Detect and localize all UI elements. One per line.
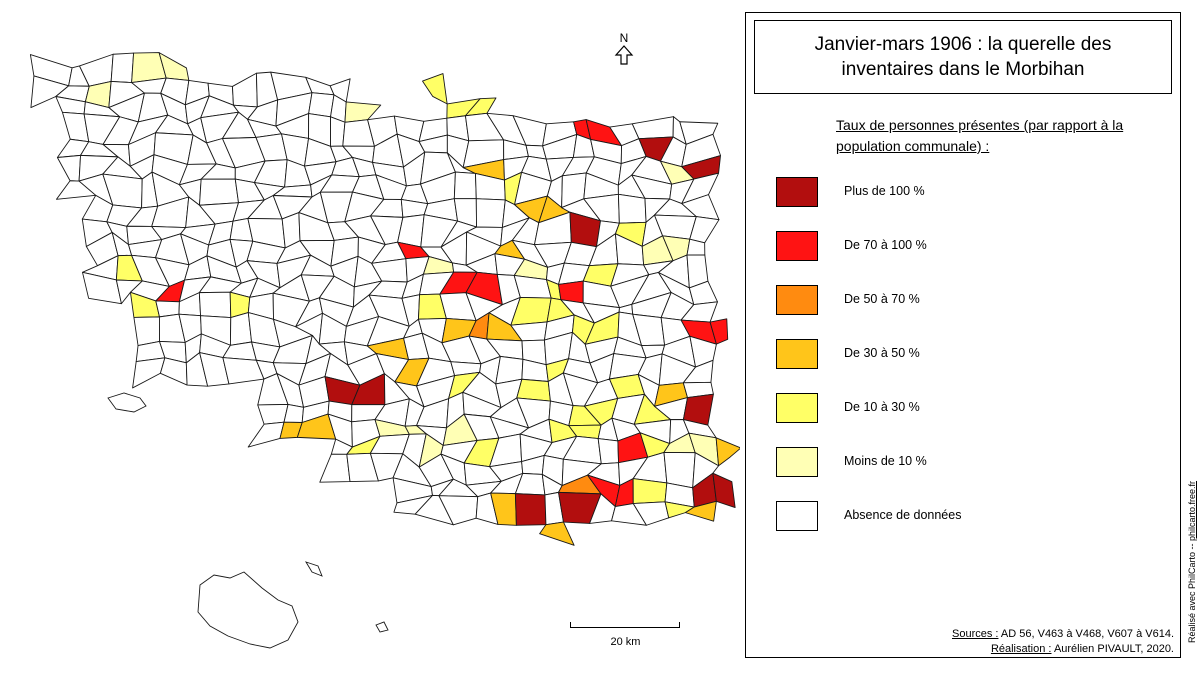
commune (232, 72, 258, 108)
commune (453, 171, 477, 200)
vertical-credit: Réalisé avec PhilCarto -- philcarto.free… (1187, 462, 1197, 662)
scale-line (570, 622, 680, 628)
commune (631, 116, 674, 140)
commune (132, 357, 166, 389)
sources-value: AD 56, V463 à V468, V607 à V614. (1000, 628, 1174, 640)
title-box: Janvier-mars 1906 : la querelle des inve… (754, 20, 1172, 94)
legend-item: Moins de 10 % (776, 447, 1156, 481)
north-arrow: N (612, 32, 636, 71)
legend-label: De 50 à 70 % (844, 292, 920, 306)
realisation-line: Réalisation : Aurélien PIVAULT, 2020. (952, 642, 1174, 657)
legend-swatch (776, 339, 818, 369)
realisation-key: Réalisation : (990, 643, 1052, 655)
legend-label: De 10 à 30 % (844, 400, 920, 414)
commune (709, 318, 729, 345)
morbihan-commune-map (29, 52, 740, 649)
sources-key: Sources : (952, 628, 999, 640)
map-area: N 20 km (29, 32, 740, 652)
commune (257, 404, 289, 425)
commune (516, 378, 551, 402)
commune (514, 493, 547, 526)
legend-swatch (776, 393, 818, 423)
commune (199, 178, 239, 206)
north-arrow-icon (614, 45, 634, 65)
quiberon-islet (304, 561, 323, 577)
belle-ile (197, 571, 299, 649)
vertical-credit-text: Réalisé avec PhilCarto -- philcarto.free… (1187, 462, 1197, 662)
commune (539, 521, 575, 546)
commune (715, 437, 740, 467)
commune (56, 154, 81, 182)
commune (597, 438, 619, 465)
legend-item: De 50 à 70 % (776, 285, 1156, 319)
legend-swatch (776, 231, 818, 261)
scale-label: 20 km (610, 636, 641, 648)
scale-bar: 20 km (568, 622, 683, 652)
legend-item: De 30 à 50 % (776, 339, 1156, 373)
philcarto-link[interactable]: philcarto.free.fr (1187, 480, 1197, 541)
commune (247, 421, 285, 448)
legend-label: Plus de 100 % (844, 184, 925, 198)
legend-label: Absence de données (844, 508, 962, 522)
map-title: Janvier-mars 1906 : la querelle des inve… (814, 34, 1112, 80)
commune (632, 478, 668, 504)
commune (110, 52, 135, 84)
legend-label: De 30 à 50 % (844, 346, 920, 360)
legend-swatch (776, 447, 818, 477)
legend-swatch (776, 501, 818, 531)
sources-line: Sources : AD 56, V463 à V468, V607 à V61… (952, 627, 1174, 642)
commune (475, 198, 506, 228)
houat-islet (375, 621, 389, 633)
ile-de-groix (107, 392, 147, 413)
north-label: N (619, 31, 629, 45)
legend-swatch (776, 177, 818, 207)
legend-panel: Janvier-mars 1906 : la querelle des inve… (745, 12, 1181, 658)
commune (663, 451, 696, 489)
legend-label: Moins de 10 % (844, 454, 927, 468)
legend-swatch (776, 285, 818, 315)
credits: Sources : AD 56, V463 à V468, V607 à V61… (952, 627, 1174, 657)
legend-item: Absence de données (776, 501, 1156, 535)
commune (712, 472, 736, 508)
vertical-credit-prefix: Réalisé avec PhilCarto -- (1187, 541, 1197, 644)
legend-item: De 70 à 100 % (776, 231, 1156, 265)
realisation-value: Aurélien PIVAULT, 2020. (1053, 643, 1174, 655)
commune (198, 291, 232, 318)
legend-heading: Taux de personnes présentes (par rapport… (836, 117, 1124, 154)
legend-label: De 70 à 100 % (844, 238, 927, 252)
commune (684, 500, 717, 522)
mainland-communes (29, 52, 740, 546)
islands (107, 392, 389, 649)
legend-item: De 10 à 30 % (776, 393, 1156, 427)
commune (617, 193, 647, 224)
commune (133, 316, 160, 347)
commune (422, 73, 448, 105)
legend-item: Plus de 100 % (776, 177, 1156, 211)
commune (159, 357, 188, 386)
commune (319, 453, 351, 483)
commune (308, 92, 335, 118)
